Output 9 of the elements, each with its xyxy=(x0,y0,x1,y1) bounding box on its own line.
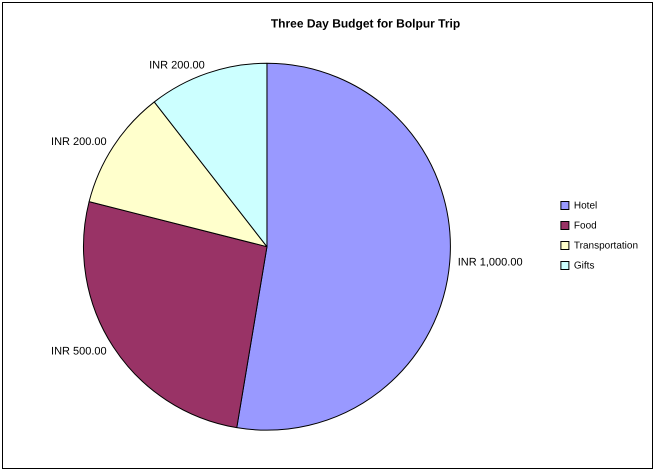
data-label: INR 200.00 xyxy=(51,136,107,148)
legend-label: Gifts xyxy=(574,260,594,272)
data-label: INR 500.00 xyxy=(51,345,107,358)
data-label: INR 200.00 xyxy=(149,60,205,72)
data-label: INR 1,000.00 xyxy=(458,256,523,269)
legend-label: Transportation xyxy=(574,240,638,252)
legend-label: Hotel xyxy=(574,200,598,212)
chart-title: Three Day Budget for Bolpur Trip xyxy=(270,16,460,31)
legend-label: Food xyxy=(574,220,597,232)
